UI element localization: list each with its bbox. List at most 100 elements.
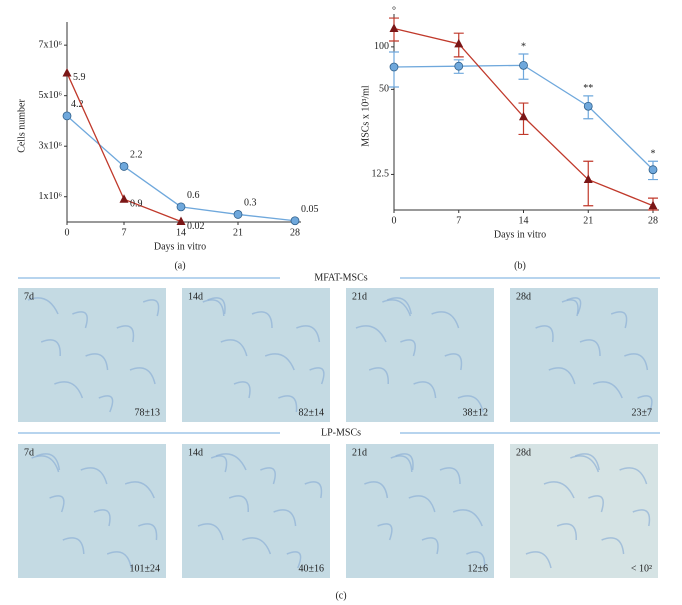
panel-day: 7d	[24, 291, 34, 302]
cell	[210, 455, 228, 473]
cell	[264, 353, 295, 371]
figure-caption: (c)	[335, 590, 346, 601]
cell	[62, 537, 85, 555]
cell	[543, 481, 575, 499]
cell	[386, 297, 412, 315]
point	[583, 174, 593, 184]
x-axis-label: Days in vitro	[154, 241, 206, 252]
cell	[54, 381, 84, 399]
cell	[637, 395, 653, 413]
cell	[395, 453, 414, 471]
cell	[561, 299, 579, 317]
point	[290, 216, 300, 226]
cell	[273, 509, 297, 527]
cell	[251, 311, 273, 329]
point	[62, 67, 72, 77]
annotation: *	[521, 41, 526, 52]
point	[648, 165, 658, 175]
chart-caption: (a)	[174, 260, 185, 271]
y-axis-label: Cells number	[16, 99, 27, 153]
error-bar	[583, 160, 594, 207]
cell	[368, 367, 389, 385]
cell	[202, 299, 225, 317]
cell	[390, 455, 413, 473]
x-tick-label: 28	[290, 227, 300, 238]
value-label: 0.3	[244, 198, 257, 209]
cell	[579, 339, 601, 357]
x-tick-label: 14	[519, 215, 529, 226]
point	[233, 210, 243, 219]
panel-day: 21d	[352, 447, 367, 458]
cell	[124, 481, 155, 499]
cell	[452, 509, 483, 527]
cell	[85, 353, 109, 371]
panel-count: 23±7	[632, 407, 653, 418]
cell	[278, 395, 298, 413]
cell	[309, 367, 325, 385]
point	[519, 111, 528, 121]
cell	[304, 481, 323, 499]
cell	[421, 537, 439, 555]
cell	[619, 467, 648, 485]
panel-count: < 10²	[631, 563, 652, 574]
micrograph	[18, 288, 166, 422]
x-tick-label: 0	[65, 227, 70, 238]
cell	[286, 551, 302, 569]
annotation: °	[392, 5, 396, 16]
cell	[106, 551, 132, 569]
point	[454, 38, 464, 48]
cell	[228, 495, 249, 513]
group-title: MFAT-MSCs	[314, 272, 367, 283]
cell	[40, 339, 61, 357]
y-axis-label: MSCs x 10³/ml	[360, 85, 371, 147]
x-tick-label: 21	[583, 215, 593, 226]
cell	[233, 381, 251, 399]
x-tick-label: 0	[392, 215, 397, 226]
micrograph	[18, 444, 166, 578]
value-label: 2.2	[130, 150, 143, 161]
panel-day: 14d	[188, 291, 203, 302]
y-tick-label: 100	[374, 41, 389, 52]
point	[62, 111, 72, 121]
y-tick-label: 7x10⁶	[39, 39, 63, 50]
y-tick-label: 50	[379, 84, 389, 95]
micrograph	[346, 444, 494, 578]
panel-day: 14d	[188, 447, 203, 458]
cell	[377, 523, 393, 541]
x-tick-label: 21	[233, 227, 243, 238]
cell	[142, 299, 160, 317]
panel-count: 40±16	[299, 563, 325, 574]
cell	[215, 453, 247, 471]
cell	[556, 523, 577, 541]
cell	[72, 311, 88, 329]
y-tick-label: 12.5	[372, 169, 390, 180]
panel-day: 28d	[516, 291, 531, 302]
value-label: 0.6	[187, 190, 200, 201]
cell	[220, 339, 248, 357]
point	[454, 61, 464, 71]
y-tick-label: 5x10⁶	[39, 90, 63, 101]
point	[519, 60, 528, 70]
cell	[400, 339, 416, 357]
cell	[36, 453, 61, 471]
cell	[364, 481, 389, 499]
cell	[601, 537, 625, 555]
cell	[610, 311, 628, 329]
annotation: *	[651, 149, 656, 160]
group-title: LP-MSCs	[321, 427, 361, 438]
cell	[129, 367, 156, 385]
cell	[444, 353, 463, 371]
point	[176, 202, 186, 212]
cell	[439, 467, 461, 485]
x-tick-label: 7	[122, 227, 127, 238]
cell	[548, 367, 576, 385]
cell	[93, 509, 111, 527]
panel-count: 78±13	[135, 407, 161, 418]
cell	[413, 381, 437, 399]
chart-caption: (b)	[514, 260, 526, 271]
micrograph	[346, 288, 494, 422]
cell	[98, 395, 114, 413]
point	[389, 62, 399, 72]
x-axis-label: Days in vitro	[494, 229, 546, 240]
